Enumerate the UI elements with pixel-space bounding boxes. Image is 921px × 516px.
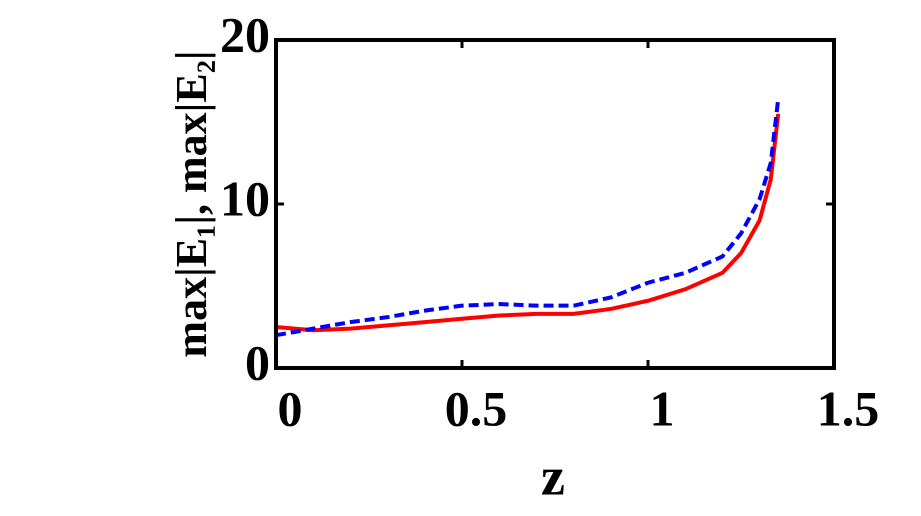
series-line (275, 113, 781, 333)
y-tick-label: 0 (245, 334, 270, 390)
y-tick-label: 20 (220, 6, 270, 62)
y-axis-label: max|E₁|, max|E₂| (167, 50, 216, 357)
plot-frame (274, 38, 836, 370)
x-tick-label: 1 (650, 380, 675, 436)
x-axis-label: z (541, 446, 565, 506)
y-tick-label: 10 (220, 170, 270, 226)
x-tick-label: 0.5 (445, 380, 508, 436)
x-tick-label: 0 (278, 380, 303, 436)
x-tick-label: 1.5 (817, 380, 880, 436)
series-line (275, 98, 781, 338)
